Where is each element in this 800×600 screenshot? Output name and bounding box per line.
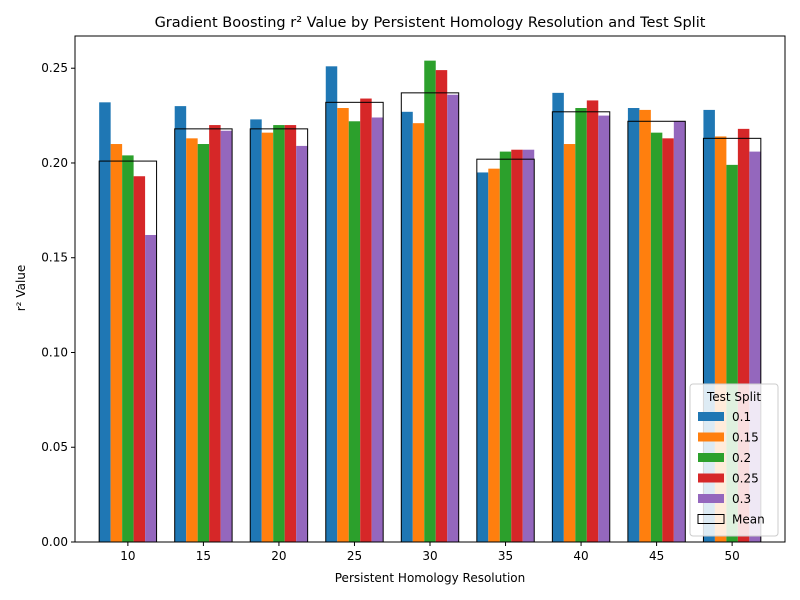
- x-tick-label: 15: [196, 549, 211, 563]
- bar-0_15-35: [488, 168, 500, 542]
- bar-0_1-20: [250, 119, 262, 542]
- bar-0_1-50: [703, 109, 715, 543]
- bar-0_15-10: [110, 144, 123, 543]
- legend-swatch-mean: [697, 514, 725, 524]
- bar-0_15-40: [563, 144, 576, 543]
- bar-0_1-35: [476, 172, 489, 542]
- bar-0_2-10: [122, 155, 134, 543]
- bar-0_1-15: [174, 106, 187, 543]
- legend-label-0_3: 0.3: [732, 492, 751, 506]
- bar-0_25-15: [209, 125, 221, 542]
- bar-0_25-30: [435, 70, 448, 542]
- x-tick-label: 50: [724, 549, 739, 563]
- bar-0_15-50: [714, 136, 727, 542]
- bar-0_15-20: [261, 132, 274, 543]
- legend-swatch-0_15: [698, 432, 724, 442]
- bar-0_2-40: [575, 108, 587, 542]
- legend-label-0_2: 0.2: [732, 451, 751, 465]
- x-tick-label: 40: [573, 549, 588, 563]
- legend-label-0_25: 0.25: [732, 472, 759, 486]
- y-tick-label: 0.15: [41, 251, 68, 265]
- bar-0_3-15: [220, 130, 233, 542]
- bar-0_1-10: [99, 102, 111, 542]
- bar-0_2-15: [197, 144, 210, 543]
- bar-0_25-45: [662, 138, 674, 542]
- bar-0_3-10: [145, 234, 157, 542]
- y-tick-label: 0.05: [41, 440, 68, 454]
- bar-0_25-10: [133, 176, 146, 543]
- legend: Test Split 0.1 0.15 0.2 0.25 0.3 Mean: [689, 383, 779, 537]
- bar-0_3-50: [749, 151, 761, 542]
- legend-label-0_1: 0.1: [732, 410, 751, 424]
- legend-title: Test Split: [706, 390, 761, 404]
- bar-0_3-20: [296, 145, 308, 542]
- legend-swatch-0_3: [698, 494, 724, 503]
- legend-swatch-0_2: [698, 453, 724, 462]
- bar-0_3-45: [673, 121, 686, 543]
- y-axis-label: r² Value: [14, 265, 28, 312]
- y-tick-label: 0.10: [41, 345, 68, 359]
- bar-0_2-25: [348, 121, 361, 543]
- bar-0_25-20: [284, 125, 297, 542]
- plot-area: [98, 60, 762, 543]
- legend-swatch-0_25: [698, 473, 724, 483]
- bar-0_2-20: [273, 125, 285, 542]
- legend-label-mean: Mean: [732, 513, 765, 527]
- bar-0_3-25: [371, 117, 384, 543]
- bar-0_25-35: [511, 149, 523, 542]
- legend-swatch-0_1: [698, 412, 724, 421]
- bar-0_25-25: [360, 98, 372, 542]
- y-tick-label: 0.20: [41, 156, 68, 170]
- x-tick-label: 20: [271, 549, 286, 563]
- bar-0_25-50: [737, 128, 750, 542]
- bar-0_1-40: [552, 92, 564, 542]
- bar-0_2-45: [650, 132, 663, 543]
- legend-label-0_15: 0.15: [732, 431, 759, 445]
- bar-0_2-30: [424, 60, 436, 542]
- bar-0_25-40: [586, 100, 599, 543]
- bar-0_2-35: [499, 151, 512, 542]
- x-tick-label: 25: [347, 549, 362, 563]
- y-tick-label: 0.25: [41, 61, 68, 75]
- bar-0_15-15: [186, 138, 198, 542]
- bar-0_1-30: [401, 111, 413, 543]
- x-tick-label: 10: [120, 549, 135, 563]
- x-tick-label: 45: [649, 549, 664, 563]
- bar-0_15-30: [412, 123, 425, 543]
- x-tick-label: 30: [422, 549, 437, 563]
- y-tick-label: 0.00: [41, 535, 68, 549]
- bar-0_1-25: [325, 66, 338, 543]
- bar-0_15-45: [639, 109, 651, 543]
- x-axis-label: Persistent Homology Resolution: [335, 571, 525, 585]
- chart-title: Gradient Boosting r² Value by Persistent…: [155, 15, 706, 31]
- bar-0_2-50: [726, 164, 738, 543]
- bar-0_3-30: [447, 94, 459, 543]
- bar-0_3-40: [598, 115, 610, 542]
- axes: 10 15 20 25 30 35 40 45 50 0.00 0.05 0.10 0.15 0.20 0.…: [41, 35, 786, 563]
- bar-0_15-25: [337, 108, 349, 542]
- x-tick-label: 35: [498, 549, 513, 563]
- bar-0_3-35: [522, 149, 535, 542]
- bar-0_1-45: [627, 108, 640, 542]
